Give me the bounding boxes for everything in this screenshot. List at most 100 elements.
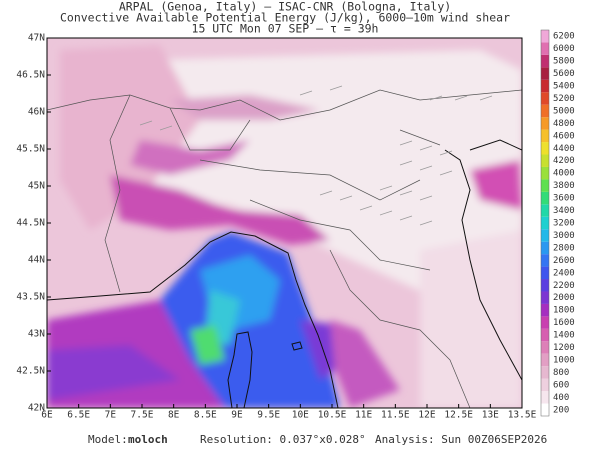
colorbar-label: 3800	[553, 181, 575, 191]
colorbar-label: 2800	[553, 243, 575, 253]
colorbar-label: 4400	[553, 144, 575, 154]
y-tick-label: 45N	[28, 181, 45, 192]
colorbar-swatch	[541, 129, 549, 143]
colorbar-swatch	[541, 378, 549, 392]
x-tick-label: 11E	[355, 410, 372, 421]
colorbar-label: 5800	[553, 57, 575, 67]
x-tick-label: 6E	[41, 410, 53, 421]
colorbar-swatch	[541, 191, 549, 205]
colorbar-label: 3400	[553, 206, 575, 216]
colorbar-label: 400	[553, 393, 569, 403]
colorbar: 200 400 600 800 1000 1200 1400 1600 1800 2000 2200…	[540, 29, 575, 417]
colorbar-swatch	[541, 30, 549, 43]
colorbar-label: 4800	[553, 119, 575, 129]
colorbar-swatch	[541, 204, 549, 217]
footer-model: moloch	[128, 433, 168, 446]
colorbar-swatch	[541, 291, 549, 304]
colorbar-label: 3200	[553, 219, 575, 229]
colorbar-label: 4600	[553, 131, 575, 141]
x-tick-label: 7E	[105, 410, 117, 421]
colorbar-label: 2400	[553, 268, 575, 278]
colorbar-label: 6200	[553, 32, 575, 42]
colorbar-swatch	[541, 67, 549, 80]
x-tick-label: 10.5E	[318, 410, 347, 421]
colorbar-label: 1400	[553, 331, 575, 341]
colorbar-label: 5200	[553, 94, 575, 104]
y-tick-label: 44.5N	[16, 218, 45, 229]
x-tick-label: 11.5E	[381, 410, 410, 421]
colorbar-label: 2200	[553, 281, 575, 291]
colorbar-label: 3600	[553, 194, 575, 204]
colorbar-swatch	[541, 79, 549, 93]
colorbar-swatch	[541, 241, 549, 255]
x-tick-label: 12.5E	[444, 410, 473, 421]
colorbar-label: 4000	[553, 169, 575, 179]
colorbar-label: 3000	[553, 231, 575, 241]
header-line: ARPAL (Genoa, Italy) – ISAC-CNR (Bologna…	[119, 0, 451, 14]
y-tick-label: 46N	[28, 107, 45, 118]
colorbar-swatch	[541, 279, 549, 292]
colorbar-swatch	[541, 254, 549, 267]
colorbar-swatch	[541, 154, 549, 167]
colorbar-swatch	[541, 166, 549, 180]
colorbar-label: 1800	[553, 306, 575, 316]
x-tick-label: 9.5E	[257, 410, 280, 421]
x-tick-label: 7.5E	[131, 410, 154, 421]
colorbar-label: 5000	[553, 106, 575, 116]
map-field	[47, 38, 522, 408]
colorbar-label: 6000	[553, 44, 575, 54]
colorbar-label: 2000	[553, 293, 575, 303]
x-tick-label: 12E	[418, 410, 435, 421]
footer-resolution: Resolution: 0.037°x0.028°	[200, 433, 366, 446]
colorbar-label: 200	[553, 405, 569, 415]
colorbar-swatch	[541, 104, 549, 118]
y-tick-label: 42N	[28, 403, 45, 414]
colorbar-swatch	[541, 216, 549, 230]
colorbar-label: 4200	[553, 156, 575, 166]
colorbar-label: 5400	[553, 82, 575, 92]
y-tick-label: 47N	[28, 33, 45, 44]
y-tick-label: 43N	[28, 329, 45, 340]
colorbar-swatch	[541, 266, 549, 280]
footer-label: Model:	[88, 433, 128, 446]
colorbar-swatch	[541, 117, 549, 130]
colorbar-swatch	[541, 229, 549, 242]
colorbar-label: 1600	[553, 318, 575, 328]
x-tick-label: 8E	[168, 410, 180, 421]
y-axis: 47N 46.5N 46N 45.5N 45N 44.5N 44N 43.5N 43N 42.5N…	[16, 33, 51, 414]
colorbar-swatch	[541, 391, 549, 404]
y-tick-label: 43.5N	[16, 292, 45, 303]
colorbar-label: 2600	[553, 256, 575, 266]
y-tick-label: 45.5N	[16, 144, 45, 155]
colorbar-label: 5600	[553, 69, 575, 79]
colorbar-swatch	[541, 92, 549, 105]
colorbar-swatch	[541, 42, 549, 55]
header-line: 15 UTC Mon 07 SEP – τ = 39h	[192, 22, 379, 36]
colorbar-swatch	[541, 341, 549, 354]
colorbar-label: 600	[553, 380, 569, 390]
y-tick-label: 46.5N	[16, 70, 45, 81]
colorbar-swatch	[541, 303, 549, 317]
colorbar-swatch	[541, 54, 549, 68]
colorbar-swatch	[541, 179, 549, 192]
header-line: Convective Available Potential Energy (J…	[60, 11, 510, 25]
x-tick-label: 10E	[292, 410, 309, 421]
y-tick-label: 44N	[28, 255, 45, 266]
colorbar-swatch	[541, 316, 549, 329]
x-tick-label: 13E	[482, 410, 499, 421]
x-tick-label: 6.5E	[67, 410, 90, 421]
colorbar-label: 1000	[553, 355, 575, 365]
colorbar-swatch	[541, 328, 549, 342]
colorbar-swatch	[541, 353, 549, 367]
x-tick-label: 13.5E	[508, 410, 537, 421]
x-tick-label: 9E	[231, 410, 243, 421]
x-tick-label: 8.5E	[194, 410, 217, 421]
footer-analysis: Analysis: Sun 00Z06SEP2026	[375, 433, 547, 446]
colorbar-swatch	[541, 403, 549, 416]
colorbar-swatch	[541, 142, 549, 155]
colorbar-label: 800	[553, 368, 569, 378]
colorbar-frame	[540, 29, 550, 417]
y-tick-label: 42.5N	[16, 366, 45, 377]
colorbar-label: 1200	[553, 343, 575, 353]
